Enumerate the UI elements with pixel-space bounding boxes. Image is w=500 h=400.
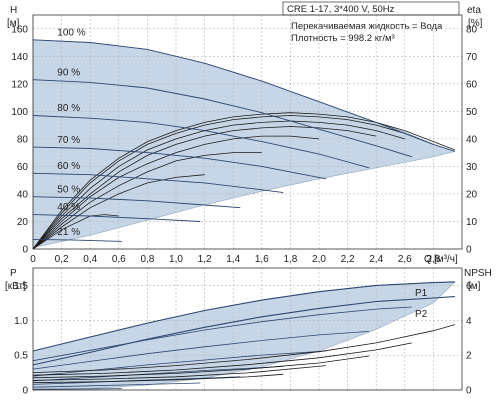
top-x-tick-label: 1,0 [169,254,183,265]
top-y-right-tick-label: 70 [466,52,478,63]
speed-curve-label: 80 % [57,103,80,114]
bottom-y-tick-label: 1.5 [14,281,28,292]
chart-title: CRE 1-17, 3*400 V, 50Hz [287,4,395,15]
power-curve [32,331,370,370]
top-ylabel-right: eta [467,5,481,16]
top-y-tick-label: 80 [17,134,29,145]
top-x-tick-label: 2,2 [341,254,355,265]
top-y-right-tick-label: 30 [466,162,478,173]
top-y-right-tick-label: 20 [466,189,478,200]
top-xunit: [м³/ч] [434,254,458,265]
top-x-tick-label: 0,4 [83,254,97,265]
bottom-ylabel: P [10,268,17,279]
speed-curve [32,146,327,180]
efficiency-curve [32,112,456,250]
power-curve [32,350,327,377]
power-curve [32,382,201,388]
bottom-y-right-tick-label: 4 [466,316,472,327]
top-x-tick-label: 2,8 [426,254,440,265]
head-efficiency-plot: 0 0,2 0,4 0,6 0,8 1,0 1,2 1,4 1,6 1,8 2,0 2,2 2,4 2,6… [11,14,478,265]
top-y-right-tick-label: 10 [466,217,478,228]
efficiency-curve [32,120,405,250]
top-y-tick-label: 100 [11,107,28,118]
power-series-label: P2 [415,309,428,320]
npsh-curve [32,342,412,376]
top-yunit: [м] [7,18,20,29]
top-x-tick-label: 2,0 [312,254,326,265]
efficiency-curve [32,135,320,250]
top-x-tick-label: 1,6 [255,254,269,265]
top-y-right-tick-label: 40 [466,134,478,145]
speed-curve [32,238,122,242]
top-ylabel: H [10,5,17,16]
npsh-curve [32,355,370,379]
power-npsh-plot: 0 0.5 1.0 1.5 0 2 4 6 P1 P2 [14,267,472,397]
top-y-right-tick-label: 0 [466,245,472,256]
power-series-p1 [32,281,455,352]
density-info: Плотность = 998.2 кг/м³ [291,33,395,44]
top-y-right-tick-label: 80 [466,24,478,35]
top-yunit-right: [%] [468,18,483,29]
bottom-y-right-tick-label: 2 [466,351,472,362]
bottom-y-tick-label: 0.5 [14,351,28,362]
power-series-label: P1 [415,288,428,299]
top-x-tick-label: 0 [30,254,36,265]
speed-curve-label: 60 % [57,161,80,172]
npsh-curve [32,373,284,384]
speed-curve-label: 90 % [57,67,80,78]
speed-curve-label: 50 % [57,184,80,195]
efficiency-curve [32,174,205,250]
efficiency-curve [32,152,262,250]
speed-curve [32,214,201,222]
bottom-y-right-tick-label: 0 [466,386,472,397]
speed-curve-label: 40 % [57,202,80,213]
top-x-tick-label: 1,8 [283,254,297,265]
bottom-plot-frame [32,267,463,391]
top-x-tick-label: 1,4 [226,254,240,265]
fluid-info: Перекачиваемая жидкость = Вода [291,21,443,32]
top-y-tick-label: 140 [11,52,28,63]
top-y-tick-label: 20 [17,217,29,228]
bottom-y-right-tick-label: 6 [466,281,472,292]
speed-curve [32,79,413,158]
bottom-y-tick-label: 1.0 [14,316,28,327]
top-x-tick-label: 0,2 [55,254,69,265]
top-y-tick-label: 120 [11,79,28,90]
bottom-yunit-right: [м] [468,281,481,292]
top-x-tick-label: 2,6 [398,254,412,265]
top-y-tick-label: 40 [17,189,29,200]
bottom-yunit: [кВт] [5,281,26,292]
top-x-tick-label: 0,6 [112,254,126,265]
top-x-tick-label: 0,8 [140,254,154,265]
top-y-right-tick-label: 60 [466,79,478,90]
power-curve [32,306,412,362]
top-y-tick-label: 160 [11,24,28,35]
top-x-tick-label: 1,2 [198,254,212,265]
power-series-p2 [32,296,455,366]
speed-curve-label: 100 % [57,27,85,38]
speed-curve [32,39,456,152]
top-y-right-tick-label: 50 [466,107,478,118]
bottom-ylabel-right: NPSH [464,268,492,279]
speed-curve [32,196,241,209]
power-curve [32,388,122,390]
npsh-curve [32,365,327,381]
npsh-curve [32,324,456,373]
top-y-tick-label: 0 [22,245,28,256]
speed-curve [32,172,284,194]
bottom-y-tick-label: 0 [22,386,28,397]
top-plot-frame [32,14,463,250]
top-x-tick-label: 2,4 [369,254,383,265]
top-y-tick-label: 60 [17,162,29,173]
speed-curve-label: 70 % [57,135,80,146]
speed-curve-label: 21 % [57,227,80,238]
efficiency-curve [32,126,377,250]
top-xlabel: Q [424,254,432,265]
speed-curve [32,115,370,169]
